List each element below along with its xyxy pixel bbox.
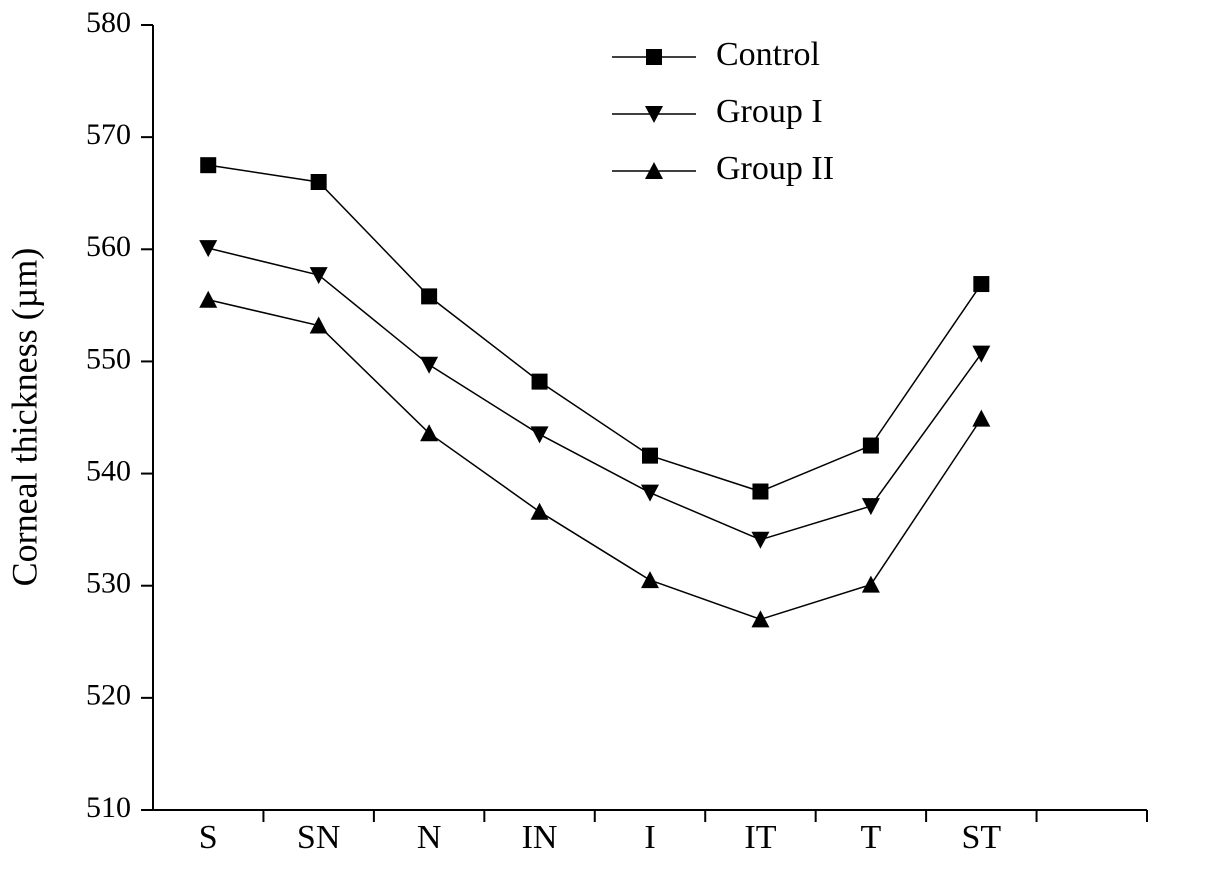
series-line [208,299,982,621]
x-tick-label: N [417,819,442,856]
data-point [751,610,770,628]
y-tick-label: 540 [86,454,131,487]
y-tick-label: 560 [86,230,131,263]
data-point [531,373,548,390]
y-tick-label: 570 [86,118,131,151]
data-point [862,437,879,454]
legend-label: Group II [716,150,834,187]
data-point [309,267,328,285]
data-point [199,290,218,308]
data-point [530,502,549,520]
data-point [751,531,770,549]
data-point [200,157,217,174]
data-point [641,484,659,502]
data-point [861,575,880,593]
y-tick-label: 550 [86,342,131,375]
data-point [641,571,659,589]
legend-label: Control [716,36,820,73]
y-tick-label: 510 [86,791,131,824]
data-point [642,447,658,464]
y-axis-label: Corneal thickness (µm) [4,248,44,587]
series-line [208,247,982,541]
data-point [310,174,327,190]
data-point [973,276,990,293]
legend-marker [645,162,663,179]
data-point [972,345,991,363]
y-tick-label: 580 [86,6,131,39]
x-tick-label: IN [522,819,558,856]
series-line [208,164,982,493]
y-tick-label: 530 [86,567,131,600]
data-point [861,498,880,516]
data-point [420,424,439,442]
x-tick-label: S [199,819,218,856]
x-tick-label: T [860,819,881,856]
x-tick-label: ST [961,819,1001,856]
x-tick-label: SN [297,819,340,856]
data-point [421,288,438,305]
data-point [199,240,218,258]
data-point [972,409,991,427]
legend-label: Group I [716,93,823,130]
data-point [309,316,328,334]
legend-marker [646,49,662,65]
data-point [530,426,549,444]
y-tick-label: 520 [86,679,131,712]
data-point [752,483,769,500]
x-tick-label: IT [744,819,776,856]
data-point [420,356,439,374]
legend-marker [645,106,663,123]
x-tick-label: I [644,819,655,856]
